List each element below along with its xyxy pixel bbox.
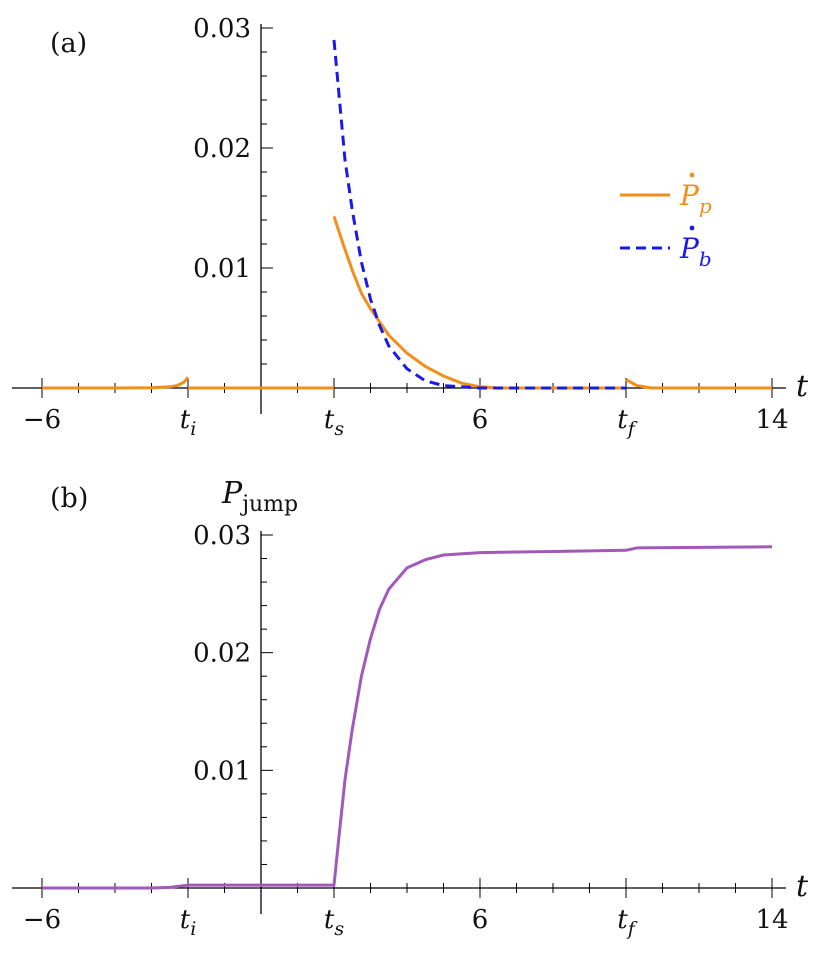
x-tick-label: ts — [324, 905, 344, 940]
panel-label: (b) — [50, 483, 88, 514]
legend-dot-b — [689, 225, 695, 231]
x-tick-label: 6 — [472, 405, 489, 435]
series-b-segment-0 — [332, 39, 626, 390]
legend-dot-p — [689, 172, 695, 178]
series-p-segment-3 — [625, 378, 772, 390]
series-p-segment-2 — [332, 215, 626, 390]
x-tick-label: ti — [180, 905, 197, 940]
panel-b: −6 ti ts 6 tf 14 0.01 0.02 0.03 (b) t Pjump — [12, 476, 809, 940]
x-axis-title: t — [796, 369, 809, 404]
y-tick-label: 0.01 — [193, 254, 251, 284]
y-tick-label: 0.02 — [193, 134, 251, 164]
y-tick-label: 0.03 — [193, 14, 251, 44]
x-tick-label: tf — [617, 405, 637, 440]
x-tick-label: −6 — [23, 405, 61, 435]
x-tick-label: −6 — [23, 905, 61, 935]
y-tick-label: 0.02 — [193, 639, 251, 669]
y-tick-label: 0.03 — [193, 521, 251, 551]
y-tick-label: 0.01 — [193, 756, 251, 786]
x-tick-label: tf — [617, 905, 637, 940]
legend-label-p: Pp — [679, 179, 712, 218]
panel-a: −6 ti ts 6 tf 14 0.01 0.02 0.03 (a) t Pp Pb — [12, 14, 809, 440]
y-axis-title: Pjump — [221, 476, 298, 517]
x-tick-label: 14 — [755, 905, 788, 935]
x-axis-title: t — [796, 869, 809, 904]
panel-label: (a) — [50, 28, 87, 59]
series-p-segment-0 — [42, 376, 190, 390]
series-line-segment-0 — [42, 545, 773, 890]
x-tick-label: 6 — [472, 905, 489, 935]
x-tick-label: ts — [324, 405, 344, 440]
x-tick-label: ti — [180, 405, 197, 440]
legend-label-b: Pb — [679, 232, 712, 271]
x-tick-label: 14 — [755, 405, 788, 435]
